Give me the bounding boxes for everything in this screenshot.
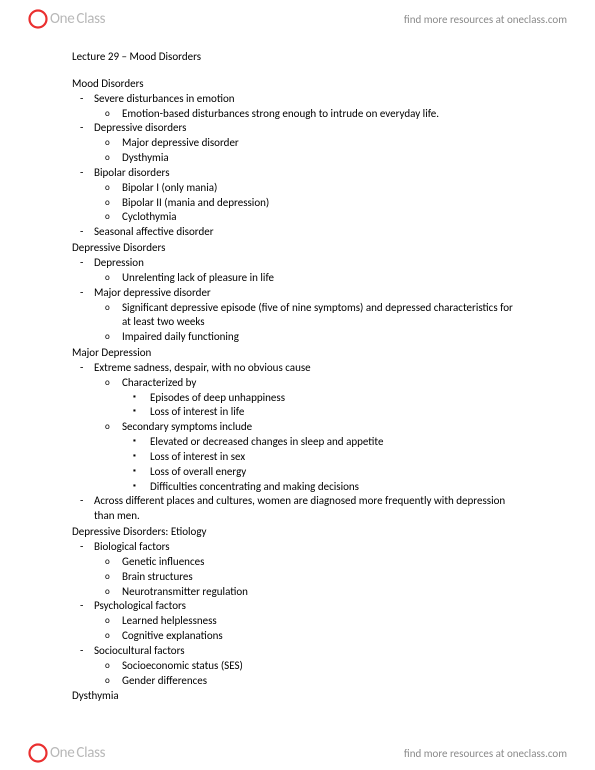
list-item: Bipolar II (mania and depression) (122, 196, 523, 211)
list-item: Major depressive disorder (122, 136, 523, 151)
list-item: Cyclothymia (122, 210, 523, 225)
list-etiology: Biological factors Genetic influences Br… (72, 540, 523, 688)
list-item: Depression Unrelenting lack of pleasure … (94, 256, 523, 286)
list-item: Loss of overall energy (150, 465, 523, 480)
list-item: Significant depressive episode (five of … (122, 301, 523, 331)
list-item: Socioeconomic status (SES) (122, 659, 523, 674)
logo-text-class: Class (76, 10, 105, 28)
list-item: Dysthymia (122, 151, 523, 166)
list-item: Neurotransmitter regulation (122, 585, 523, 600)
item-text: Secondary symptoms include (122, 420, 252, 433)
list-item: Emotion-based disturbances strong enough… (122, 107, 523, 122)
list-item: Brain structures (122, 570, 523, 585)
list-item: Bipolar disorders Bipolar I (only mania)… (94, 166, 523, 225)
list-item: Extreme sadness, despair, with no obviou… (94, 361, 523, 495)
item-text: Depressive disorders (94, 121, 186, 134)
list-item: Severe disturbances in emotion Emotion-b… (94, 92, 523, 122)
list-item: Secondary symptoms include Elevated or d… (122, 420, 523, 494)
bottom-banner: OneClass find more resources at oneclass… (0, 736, 595, 770)
list-item: Elevated or decreased changes in sleep a… (150, 435, 523, 450)
logo-text-one: One (50, 744, 74, 762)
item-text: Psychological factors (94, 599, 186, 612)
list-item: Genetic influences (122, 555, 523, 570)
logo-text-class: Class (76, 744, 105, 762)
page-title: Lecture 29 – Mood Disorders (72, 50, 523, 65)
list-item: Characterized by Episodes of deep unhapp… (122, 376, 523, 421)
item-text: Severe disturbances in emotion (94, 92, 235, 105)
list-item: Cognitive explanations (122, 629, 523, 644)
logo: OneClass (28, 9, 105, 29)
list-item: Unrelenting lack of pleasure in life (122, 271, 523, 286)
header-link[interactable]: find more resources at oneclass.com (404, 13, 567, 26)
list-item: Episodes of deep unhappiness (150, 391, 523, 406)
logo-icon (28, 743, 48, 763)
logo: OneClass (28, 743, 105, 763)
logo-text-one: One (50, 10, 74, 28)
list-major-depression: Extreme sadness, despair, with no obviou… (72, 361, 523, 524)
item-text: Extreme sadness, despair, with no obviou… (94, 361, 311, 374)
list-depressive-disorders: Depression Unrelenting lack of pleasure … (72, 256, 523, 345)
item-text: Major depressive disorder (94, 286, 211, 299)
list-item: Psychological factors Learned helplessne… (94, 599, 523, 644)
heading-etiology: Depressive Disorders: Etiology (72, 525, 523, 540)
top-banner: OneClass find more resources at oneclass… (0, 0, 595, 34)
list-item: Loss of interest in life (150, 405, 523, 420)
item-text: Bipolar disorders (94, 166, 170, 179)
list-item: Difficulties concentrating and making de… (150, 480, 523, 495)
list-item: Loss of interest in sex (150, 450, 523, 465)
list-item: Across different places and cultures, wo… (94, 494, 523, 524)
list-item: Learned helplessness (122, 614, 523, 629)
item-text: Sociocultural factors (94, 644, 185, 657)
heading-dysthymia: Dysthymia (72, 689, 523, 704)
list-item: Biological factors Genetic influences Br… (94, 540, 523, 599)
list-item: Impaired daily functioning (122, 330, 523, 345)
item-text: Biological factors (94, 540, 170, 553)
document-body: Lecture 29 – Mood Disorders Mood Disorde… (0, 34, 595, 704)
heading-major-depression: Major Depression (72, 346, 523, 361)
item-text: Depression (94, 256, 144, 269)
list-item: Bipolar I (only mania) (122, 181, 523, 196)
heading-mood-disorders: Mood Disorders (72, 77, 523, 92)
list-item: Major depressive disorder Significant de… (94, 286, 523, 345)
list-item: Gender differences (122, 674, 523, 689)
logo-icon (28, 9, 48, 29)
list-item: Sociocultural factors Socioeconomic stat… (94, 644, 523, 689)
list-item: Seasonal affective disorder (94, 225, 523, 240)
item-text: Characterized by (122, 376, 196, 389)
heading-depressive-disorders: Depressive Disorders (72, 241, 523, 256)
footer-link[interactable]: find more resources at oneclass.com (404, 747, 567, 760)
list-item: Depressive disorders Major depressive di… (94, 121, 523, 166)
list-mood-disorders: Severe disturbances in emotion Emotion-b… (72, 92, 523, 240)
